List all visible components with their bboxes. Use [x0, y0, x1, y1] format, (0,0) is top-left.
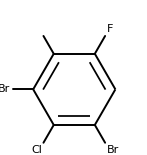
Text: Br: Br [0, 84, 10, 94]
Text: Br: Br [107, 145, 119, 155]
Text: Cl: Cl [31, 145, 42, 155]
Text: F: F [107, 24, 113, 33]
